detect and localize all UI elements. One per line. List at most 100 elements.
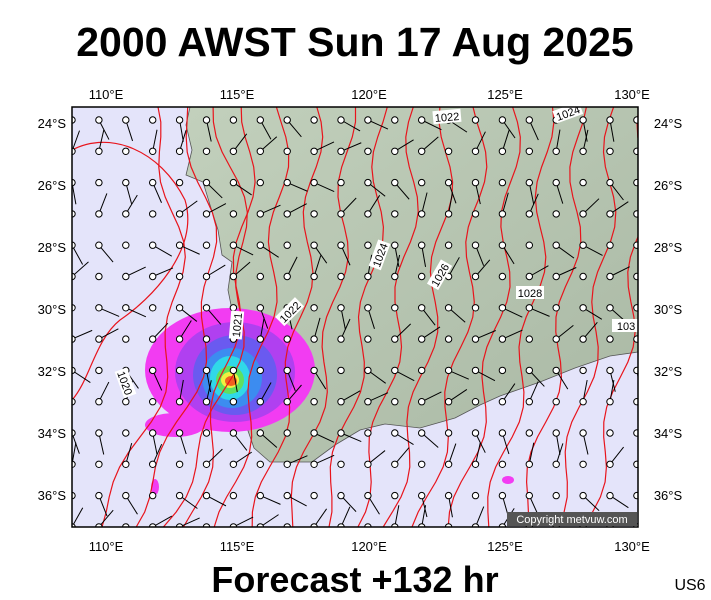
- station: [444, 366, 453, 375]
- station: [633, 116, 638, 124]
- station: [391, 116, 399, 124]
- station: [579, 178, 587, 187]
- lon-label-top: 120°E: [351, 87, 387, 102]
- station: [391, 398, 399, 406]
- station: [149, 178, 157, 187]
- station: [391, 272, 399, 281]
- station: [122, 210, 130, 218]
- station: [202, 116, 211, 124]
- lon-label-top: 115°E: [220, 87, 255, 102]
- station: [95, 272, 103, 281]
- station: [283, 398, 291, 406]
- isobar: [411, 107, 488, 527]
- station: [391, 491, 399, 500]
- isobar-label-box: [275, 297, 305, 327]
- station: [444, 429, 453, 437]
- station: [579, 147, 587, 156]
- lat-label-right: 34°S: [654, 426, 683, 441]
- station: [552, 241, 560, 249]
- station: [175, 241, 184, 249]
- station: [122, 304, 130, 312]
- station: [310, 116, 318, 124]
- station: [337, 335, 345, 343]
- station: [310, 241, 318, 249]
- station: [498, 304, 507, 312]
- station: [337, 241, 345, 249]
- station: [256, 304, 264, 312]
- station: [606, 491, 614, 500]
- station: [364, 304, 372, 312]
- station: [525, 460, 533, 468]
- station: [149, 429, 157, 437]
- station: [606, 335, 614, 343]
- station: [283, 210, 291, 218]
- station: [444, 491, 453, 500]
- lon-label-bottom: 115°E: [220, 539, 255, 554]
- isobar: [447, 107, 521, 527]
- station: [579, 460, 587, 468]
- station: [525, 241, 533, 249]
- isobar-label-box: [612, 319, 638, 332]
- isobar: [290, 107, 357, 527]
- station: [95, 178, 103, 187]
- isobar-label-box: [426, 259, 453, 291]
- station: [337, 366, 345, 375]
- station: [552, 460, 560, 468]
- station: [418, 335, 426, 343]
- station: [525, 272, 533, 281]
- station: [633, 304, 638, 312]
- station: [579, 272, 587, 281]
- station: [337, 491, 345, 500]
- station: [552, 178, 560, 187]
- station: [229, 304, 238, 312]
- station: [229, 366, 238, 375]
- wind-barb: [636, 275, 638, 277]
- lat-label-left: 26°S: [38, 178, 67, 193]
- station: [337, 147, 345, 156]
- isobar-label-box: [432, 108, 462, 125]
- station: [95, 491, 103, 500]
- isobar: [357, 107, 419, 527]
- station: [633, 429, 638, 437]
- station: [256, 429, 264, 437]
- station: [310, 147, 318, 156]
- station: [229, 491, 238, 500]
- station: [310, 429, 318, 437]
- lon-label-top: 125°E: [487, 87, 523, 102]
- station: [364, 147, 372, 156]
- wind-barb: [636, 182, 638, 185]
- isobar-label-group: 1028: [516, 286, 544, 300]
- station: [391, 460, 399, 468]
- isobar-label-group: 103: [612, 319, 638, 333]
- station: [364, 366, 372, 375]
- station: [471, 429, 480, 437]
- station: [256, 398, 264, 406]
- lat-label-right: 26°S: [654, 178, 683, 193]
- station: [229, 178, 238, 187]
- station: [364, 116, 372, 124]
- station: [283, 178, 291, 187]
- wind-barb: [636, 462, 638, 465]
- station: [606, 304, 614, 312]
- station: [202, 398, 211, 406]
- station: [418, 366, 426, 375]
- station: [337, 304, 345, 312]
- station: [256, 147, 264, 156]
- station: [256, 335, 264, 343]
- lat-label-left: 34°S: [38, 426, 67, 441]
- isobar-label: 1028: [518, 288, 542, 300]
- station: [95, 304, 103, 312]
- station: [525, 178, 533, 187]
- isobar: [328, 107, 388, 527]
- lat-label-left: 24°S: [38, 116, 67, 131]
- station: [579, 491, 587, 500]
- station: [552, 335, 560, 343]
- lon-label-bottom: 110°E: [89, 539, 124, 554]
- station: [283, 366, 291, 375]
- lon-label-bottom: 130°E: [614, 539, 650, 554]
- station: [283, 241, 291, 249]
- station: [229, 429, 238, 437]
- station: [525, 335, 533, 343]
- station: [202, 147, 211, 156]
- station: [418, 116, 426, 124]
